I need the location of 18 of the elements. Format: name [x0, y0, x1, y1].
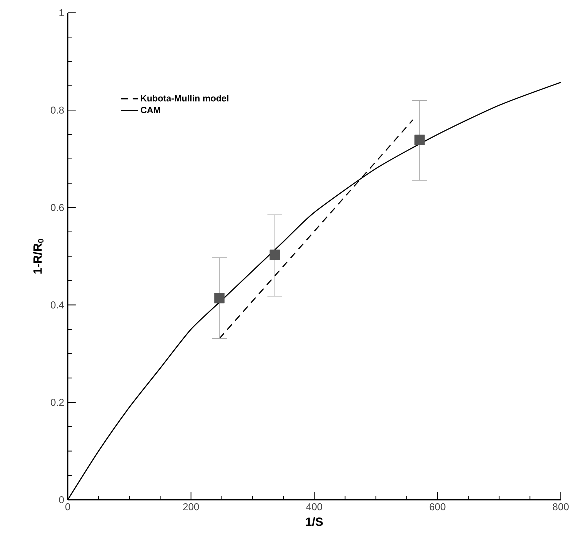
y-tick-label: 0.4	[51, 302, 64, 309]
y-tick-label: 0.6	[51, 204, 64, 212]
x-tick-label: 200	[183, 504, 200, 511]
point	[414, 134, 426, 146]
x-tick-label: 0	[66, 504, 70, 511]
x-axis-title: 1/S	[306, 517, 323, 526]
y-tick-label: 0.2	[51, 399, 64, 406]
legend-label: CAM	[140, 107, 160, 114]
y-tick-label: 1	[60, 10, 64, 16]
point	[214, 293, 225, 304]
y-tick-label: 0	[59, 496, 64, 504]
x-tick-label: 600	[430, 504, 446, 511]
x-tick-label: 800	[553, 504, 569, 511]
legend-label: Kubota-Mullin model	[141, 95, 229, 102]
y-tick-label: 0.8	[51, 106, 64, 114]
x-tick-label: 400	[306, 504, 322, 511]
y-axis-title: 1-R/R$_{0}$	[33, 239, 44, 274]
point	[270, 250, 280, 260]
